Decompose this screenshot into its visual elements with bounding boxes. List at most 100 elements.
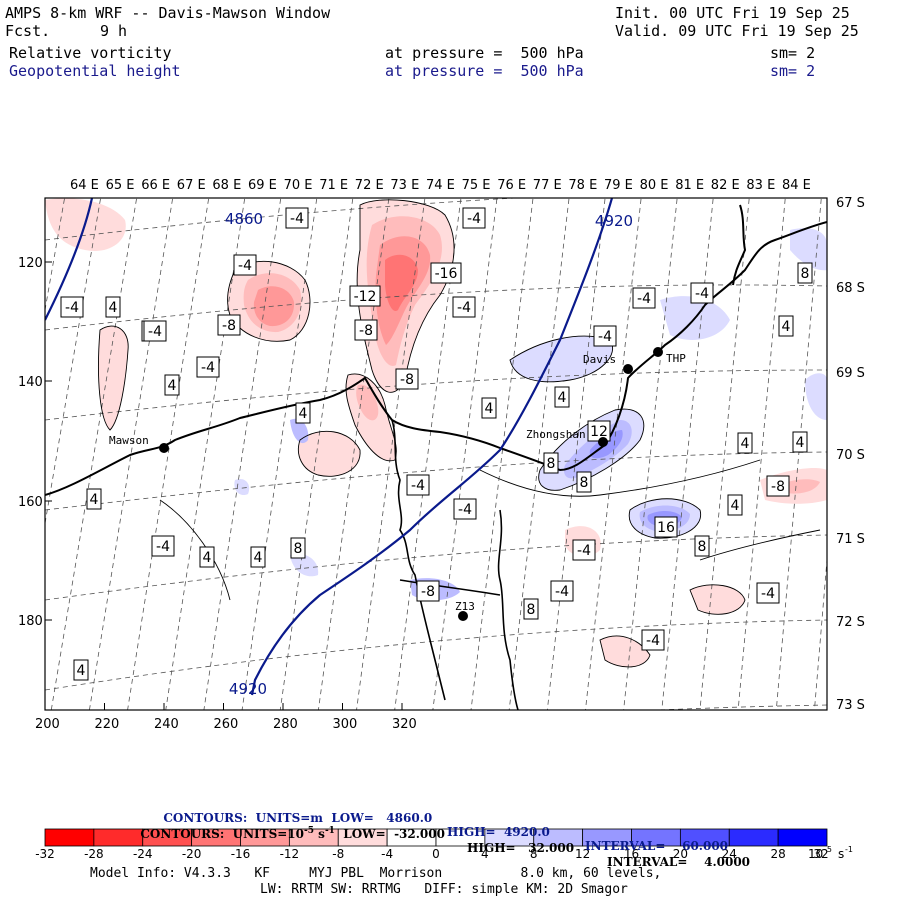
svg-text:4: 4 [299,406,308,422]
vorticity-contour-label: -4 [462,207,486,229]
svg-text:-4: -4 [637,291,651,307]
colorbar-tick-label: 8 [530,847,538,861]
vorticity-contour-label: -4 [406,474,430,496]
bottom-axis-tick-label: 320 [392,717,417,732]
svg-text:-4: -4 [148,324,162,340]
vorticity-contour-label: -4 [285,207,309,229]
vorticity-contour-label: 4 [164,374,180,396]
vorticity-contour-high: HIGH= 32.000 [467,841,575,855]
svg-text:-8: -8 [421,584,435,600]
top-lon-label: 73 E [390,178,419,193]
svg-text:-8: -8 [359,323,373,339]
top-lon-label: 76 E [497,178,526,193]
top-lon-label: 80 E [640,178,669,193]
vorticity-contour-label: 4 [199,546,215,568]
svg-text:-4: -4 [457,300,471,316]
svg-text:12: 12 [590,424,608,440]
station-dot [653,347,663,357]
height-contour-interval: INTERVAL= 60.000 [585,839,729,853]
field2-name: Geopotential height [9,62,181,80]
top-lon-label: 70 E [284,178,313,193]
left-axis-tick-label: 120 [18,256,43,271]
height-contour-label: 4860 [225,210,263,228]
station-label: Z13 [455,600,475,613]
colorbar-tick-label: 28 [770,847,785,861]
left-axis-tick-label: 140 [18,375,43,390]
right-lat-label: 71 S [836,532,865,547]
vorticity-contour-label: 4 [295,402,311,424]
vorticity-contour-label: -8 [416,580,440,602]
svg-text:-4: -4 [577,543,591,559]
svg-text:4: 4 [109,300,118,316]
left-axis-tick-label: 160 [18,495,43,510]
svg-text:-4: -4 [458,502,472,518]
top-lon-label: 65 E [106,178,135,193]
top-lon-label: 82 E [711,178,740,193]
init-time: Init. 00 UTC Fri 19 Sep 25 [615,4,850,22]
vorticity-contour-label: 4 [86,488,102,510]
vorticity-contour-units: CONTOURS: UNITS=10 [140,827,304,841]
station-label: Mawson [109,434,149,447]
svg-text:-4: -4 [201,360,215,376]
svg-text:-4: -4 [695,286,709,302]
height-contour-info: CONTOURS: UNITS=m LOW= 4860.0 HIGH= 4920… [155,797,728,853]
top-lon-label: 74 E [426,178,455,193]
vorticity-contour-label: -4 [60,296,84,318]
right-lat-label: 73 S [836,698,865,713]
colorbar-unit-s: s [838,847,844,861]
height-contour-high: HIGH= 4920.0 [447,825,550,839]
bottom-axis-tick-label: 260 [214,717,239,732]
colorbar-unit: 10 [808,847,823,861]
map-title: AMPS 8-km WRF -- Davis-Mawson Window [5,4,331,22]
vorticity-contour-label: -8 [354,319,378,341]
vorticity-contour-info: CONTOURS: UNITS=10-5 s-1 LOW= -32.000 HI… [132,812,750,869]
colorbar-tick-label: 4 [481,847,489,861]
positive-vorticity-shading [234,228,827,601]
station-markers: Mawson Davis Zhongshan THP Z13 [109,347,686,621]
top-lon-label: 72 E [355,178,384,193]
top-lon-label: 64 E [70,178,99,193]
colorbar-segment [777,828,828,847]
top-lon-label: 79 E [604,178,633,193]
right-lat-label: 67 S [836,196,865,211]
vorticity-contour-label: 4 [737,432,753,454]
field2-level: at pressure = 500 hPa [385,62,584,80]
svg-text:4: 4 [90,492,99,508]
vorticity-contour-interval: INTERVAL= 4.0000 [607,855,751,869]
colorbar-tick-label: -20 [182,847,202,861]
height-contour-label: 4920 [229,680,267,698]
height-contour-units: CONTOURS: UNITS=m LOW= 4860.0 [163,811,433,825]
vorticity-contour-label: -4 [690,282,714,304]
vorticity-units-s: s [314,827,325,841]
vorticity-contour-label: -8 [395,368,419,390]
svg-text:4: 4 [485,401,494,417]
top-lon-label: 81 E [675,178,704,193]
vorticity-contour-label: -4 [151,535,175,557]
vorticity-contour-label: 4 [105,296,121,318]
height-contour-label: 4920 [595,212,633,230]
svg-text:4: 4 [168,378,177,394]
colorbar-tick-label: 24 [722,847,737,861]
vorticity-contour-labels: -4-4-4-4-4-4-4-4-4-4-4-4-4-4-4-4-4-4-444… [60,207,813,681]
svg-text:-4: -4 [290,211,304,227]
model-info: Model Info: V4.3.3 KF MYJ PBL Morrison 8… [90,866,662,881]
field2-smoothing: sm= 2 [770,62,816,80]
vorticity-contour-label: -4 [453,498,477,520]
svg-text:-4: -4 [65,300,79,316]
colorbar-tick-label: -28 [84,847,104,861]
svg-text:4: 4 [77,663,86,679]
station-dot [598,437,608,447]
svg-text:-4: -4 [761,586,775,602]
top-lon-label: 66 E [141,178,170,193]
height-contour-labels: 4860 4920 4920 [225,210,633,698]
vorticity-contour-low: LOW= -32.000 [334,827,445,841]
top-lon-label: 69 E [248,178,277,193]
station-label: THP [666,352,686,365]
right-lat-label: 68 S [836,281,865,296]
svg-text:-16: -16 [435,266,458,282]
vorticity-contour-label: -4 [550,580,574,602]
svg-text:-4: -4 [555,584,569,600]
colorbar-tick-label: -8 [332,847,344,861]
svg-text:-4: -4 [238,258,252,274]
model-info-physics: LW: RRTM SW: RRTMG DIFF: simple KM: 2D S… [260,882,628,897]
